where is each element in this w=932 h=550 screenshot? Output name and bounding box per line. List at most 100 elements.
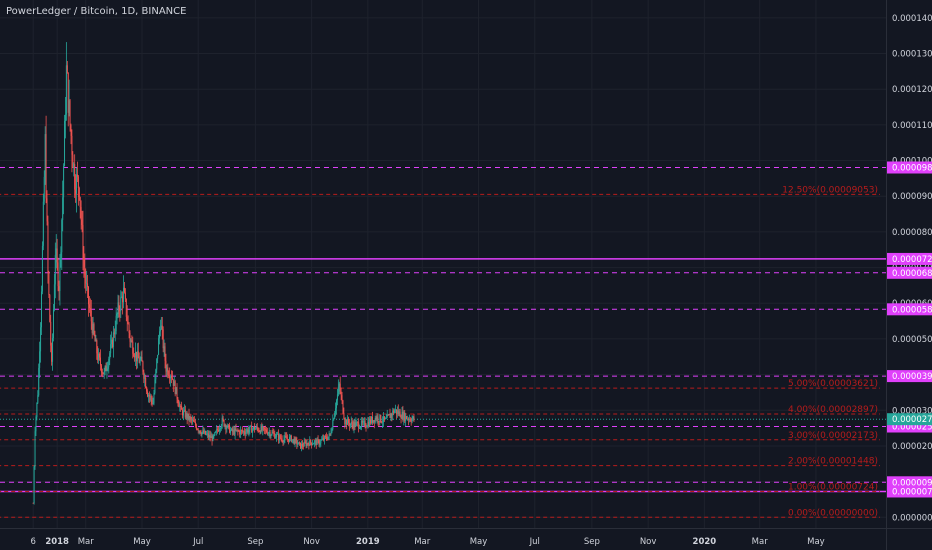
candle-body [296,439,298,445]
candle-body [41,245,43,292]
candle-body [190,417,192,419]
candle-body [241,430,243,431]
candle-body [328,433,330,437]
candle-body [166,367,168,372]
candle-body [373,420,375,423]
candle-body [393,410,395,414]
candle-body [375,417,377,420]
candle-body [82,225,84,260]
candle-body [147,391,149,397]
candle-body [212,435,214,441]
candle-body [123,287,125,303]
fib-level-label: 5.00%(0.00003621) [788,379,878,389]
candle-body [380,414,382,422]
candle-body [262,426,264,431]
magenta-level-label: 0.00009805 [892,163,932,173]
candle-body [183,409,185,411]
candle-body [319,443,321,445]
candle-body [313,441,315,444]
candle-body [184,409,186,418]
candle-body [341,395,343,401]
candle-body [278,435,280,440]
candle-body [99,357,101,366]
candle-body [314,440,316,442]
candle-body [40,327,42,352]
candle-body [197,429,199,431]
candle-body [129,332,131,342]
candle-body [112,332,114,348]
candle-body [152,403,154,405]
candle-body [58,286,60,291]
candle-body [210,436,212,438]
candle-body [275,437,277,439]
candle-body [271,432,273,435]
candle-body [371,416,373,423]
candle-body [121,296,123,298]
candle-body [358,422,360,429]
candle-body [225,424,227,430]
time-axis[interactable]: 6 2018 Mar May Jul Sep Nov 2019 Mar May Jul Sep Nov 2… [0,528,932,548]
candle-body [51,345,53,362]
candle-body [277,433,279,440]
candle-body [312,443,314,445]
candle-body [39,351,41,368]
candle-body [80,207,82,220]
candle-body [119,310,121,312]
fib-level-label: 12.50%(0.00009053) [782,185,878,195]
candle-body [404,412,406,422]
candle-body [288,439,290,442]
candle-body [109,353,111,359]
candle-body [220,425,222,429]
candle-body [126,316,128,322]
candle-body [381,421,383,423]
candle-body [269,432,271,437]
candle-body [322,438,324,440]
candle-body [142,361,144,372]
candle-body [145,377,147,388]
candle-body [140,356,142,360]
candle-body [307,443,309,444]
candle-body [159,329,161,332]
candle-body [164,346,166,361]
candle-body [151,399,153,404]
candle-body [272,432,274,434]
magenta-level-label: 0.00006853 [892,269,932,279]
candle-body [171,377,173,380]
candle-body [196,429,198,430]
candle-body [132,341,134,354]
candle-body [136,351,138,362]
price-tick-label: 0.00014000 [892,14,932,24]
candle-body [333,418,335,421]
candle-body [218,429,220,432]
candle-body [194,421,196,423]
candle-body [54,254,56,285]
candle-body [74,164,76,190]
time-tick-label: Nov [640,537,657,547]
candle-body [76,174,78,194]
candle-body [99,353,101,358]
candle-body [213,435,215,436]
candle-body [185,413,187,418]
candle-body [157,354,159,359]
candle-body [191,418,193,421]
candle-body [329,433,331,435]
candle-body [288,437,290,442]
candle-body [69,100,71,126]
price-labels: 0.00009805 0.00007242 0.00006853 0.00005830… [887,161,932,498]
candle-body [189,417,191,420]
candle-body [279,435,281,439]
candle-body [291,439,293,442]
candle-body [194,421,196,426]
candle-body [107,366,109,369]
candle-body [361,420,363,423]
candle-body [50,321,52,346]
candle-body [73,164,75,168]
time-tick-label: Sep [584,537,600,547]
candle-body [301,443,303,447]
candle-body [63,165,65,198]
candle-body [65,65,67,115]
candle-body [282,441,284,442]
candle-body [355,422,357,427]
candle-body [134,356,136,358]
